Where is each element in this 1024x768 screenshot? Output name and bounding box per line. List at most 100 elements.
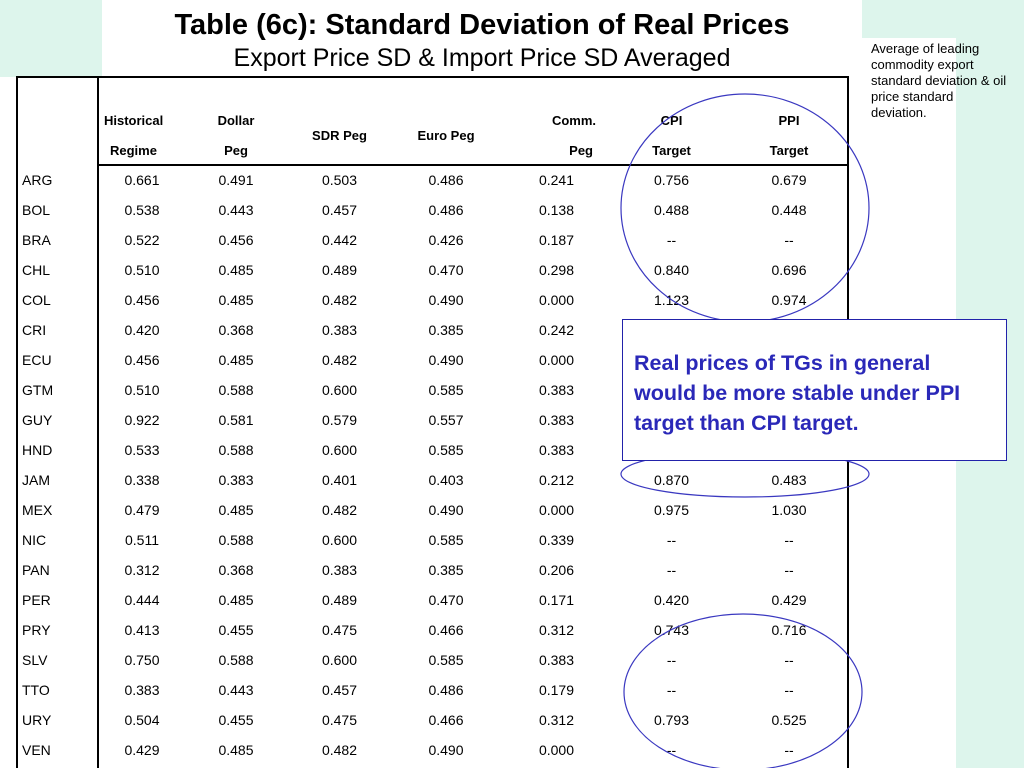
cell-euro-peg: 0.486 <box>428 172 464 188</box>
cell-country: VEN <box>22 742 51 758</box>
cell-dollar-peg: 0.491 <box>218 172 254 188</box>
cell-euro-peg: 0.486 <box>428 202 464 218</box>
cell-comm-peg: 0.000 <box>538 502 575 518</box>
cell-dollar-peg: 0.485 <box>218 742 254 758</box>
cell-comm-peg: 0.000 <box>538 352 575 368</box>
cell-cpi-target: 1.123 <box>653 292 690 308</box>
header-comm-line1: Comm. <box>551 112 596 128</box>
cell-comm-peg: 0.383 <box>538 412 575 428</box>
cell-comm-peg: 0.138 <box>538 202 575 218</box>
cell-euro-peg: 0.557 <box>428 412 464 428</box>
cell-ppi-target: 0.974 <box>771 292 807 308</box>
table-row: HND 0.533 0.588 0.600 0.585 0.383 <box>16 435 849 465</box>
cell-historical: 0.456 <box>124 292 160 308</box>
table-row: ECU 0.456 0.485 0.482 0.490 0.000 <box>16 345 849 375</box>
cell-country: MEX <box>22 502 53 518</box>
header-historical-line1: Historical <box>104 112 164 128</box>
cell-cpi-target: 0.756 <box>653 172 690 188</box>
table-row: CHL 0.510 0.485 0.489 0.470 0.298 0.840 0.696 <box>16 255 849 285</box>
header-country-spacer-2 <box>16 135 98 165</box>
header-cpi-line2: Target <box>652 142 691 158</box>
cell-dollar-peg: 0.443 <box>218 202 254 218</box>
table-row: MEX 0.479 0.485 0.482 0.490 0.000 0.975 1.030 <box>16 495 849 525</box>
cell-ppi-target: 0.679 <box>771 172 807 188</box>
cell-historical: 0.538 <box>124 202 160 218</box>
cell-euro-peg: 0.585 <box>428 532 464 548</box>
cell-dollar-peg: 0.456 <box>218 232 254 248</box>
cell-comm-peg: 0.212 <box>538 472 575 488</box>
cell-ppi-target: 0.429 <box>771 592 807 608</box>
cell-country: GUY <box>22 412 53 428</box>
slide-title: Table (6c): Standard Deviation of Real P… <box>174 9 790 41</box>
cell-historical: 0.456 <box>124 352 160 368</box>
cell-country: TTO <box>22 682 50 698</box>
header-cpi-line1: CPI <box>660 112 683 128</box>
cell-sdr-peg: 0.457 <box>321 202 358 218</box>
cell-euro-peg: 0.470 <box>428 592 464 608</box>
cell-country: CHL <box>22 262 51 278</box>
cell-comm-peg: 0.206 <box>538 562 575 578</box>
cell-ppi-target: 0.525 <box>771 712 807 728</box>
cell-euro-peg: 0.585 <box>428 442 464 458</box>
cell-sdr-peg: 0.600 <box>321 382 358 398</box>
cell-dollar-peg: 0.588 <box>218 382 254 398</box>
cell-dollar-peg: 0.588 <box>218 652 254 668</box>
cell-euro-peg: 0.470 <box>428 262 464 278</box>
cell-comm-peg: 0.298 <box>538 262 575 278</box>
cell-cpi-target: -- <box>666 532 677 548</box>
cell-euro-peg: 0.490 <box>428 742 464 758</box>
cell-historical: 0.420 <box>124 322 160 338</box>
cell-euro-peg: 0.490 <box>428 352 464 368</box>
cell-comm-peg: 0.312 <box>538 712 575 728</box>
cell-country: GTM <box>22 382 54 398</box>
title-block: Table (6c): Standard Deviation of Real P… <box>102 8 862 73</box>
table-body: ARG 0.661 0.491 0.503 0.486 0.241 0.756 0.679 BO… <box>16 165 849 765</box>
cell-cpi-target: 0.793 <box>653 712 690 728</box>
cell-ppi-target: -- <box>784 532 794 548</box>
table-row: ARG 0.661 0.491 0.503 0.486 0.241 0.756 0.679 <box>16 165 849 195</box>
table-row: GTM 0.510 0.588 0.600 0.585 0.383 <box>16 375 849 405</box>
table-row: VEN 0.429 0.485 0.482 0.490 0.000 -- -- <box>16 735 849 765</box>
table-column-divider <box>97 76 99 768</box>
cell-historical: 0.922 <box>124 412 160 428</box>
cell-cpi-target: 0.975 <box>653 502 690 518</box>
mint-background-left <box>0 0 102 77</box>
cell-euro-peg: 0.385 <box>428 562 464 578</box>
cell-sdr-peg: 0.482 <box>321 352 358 368</box>
cell-country: BOL <box>22 202 51 218</box>
cell-cpi-target: -- <box>666 562 677 578</box>
cell-ppi-target: 0.716 <box>771 622 807 638</box>
cell-euro-peg: 0.490 <box>428 502 464 518</box>
cell-comm-peg: 0.339 <box>538 532 575 548</box>
cell-euro-peg: 0.385 <box>428 322 464 338</box>
cell-sdr-peg: 0.600 <box>321 532 358 548</box>
header-ppi-line1: PPI <box>778 112 800 128</box>
cell-comm-peg: 0.312 <box>538 622 575 638</box>
table-row: JAM 0.338 0.383 0.401 0.403 0.212 0.870 0.483 <box>16 465 849 495</box>
cell-comm-peg: 0.179 <box>538 682 575 698</box>
cell-cpi-target: 0.840 <box>653 262 690 278</box>
cell-historical: 0.511 <box>125 532 159 548</box>
table-row: BOL 0.538 0.443 0.457 0.486 0.138 0.488 0.448 <box>16 195 849 225</box>
cell-historical: 0.338 <box>124 472 160 488</box>
cell-comm-peg: 0.241 <box>538 172 575 188</box>
cell-ppi-target: -- <box>784 652 794 668</box>
cell-cpi-target: -- <box>666 742 677 758</box>
cell-sdr-peg: 0.503 <box>321 172 358 188</box>
table-row: SLV 0.750 0.588 0.600 0.585 0.383 -- -- <box>16 645 849 675</box>
cell-comm-peg: 0.187 <box>538 232 575 248</box>
header-historical-line2: Regime <box>110 142 157 158</box>
cell-ppi-target: 0.696 <box>771 262 807 278</box>
table-row: PRY 0.413 0.455 0.475 0.466 0.312 0.743 0.716 <box>16 615 849 645</box>
cell-country: CRI <box>22 322 47 338</box>
cell-country: BRA <box>22 232 51 248</box>
cell-country: ARG <box>22 172 53 188</box>
cell-comm-peg: 0.383 <box>538 382 575 398</box>
cell-historical: 0.479 <box>124 502 160 518</box>
cell-country: PER <box>22 592 51 608</box>
cell-dollar-peg: 0.485 <box>218 592 254 608</box>
cell-dollar-peg: 0.485 <box>218 352 254 368</box>
table-row: COL 0.456 0.485 0.482 0.490 0.000 1.123 0.974 <box>16 285 849 315</box>
cell-historical: 0.661 <box>124 172 160 188</box>
cell-dollar-peg: 0.455 <box>218 622 254 638</box>
